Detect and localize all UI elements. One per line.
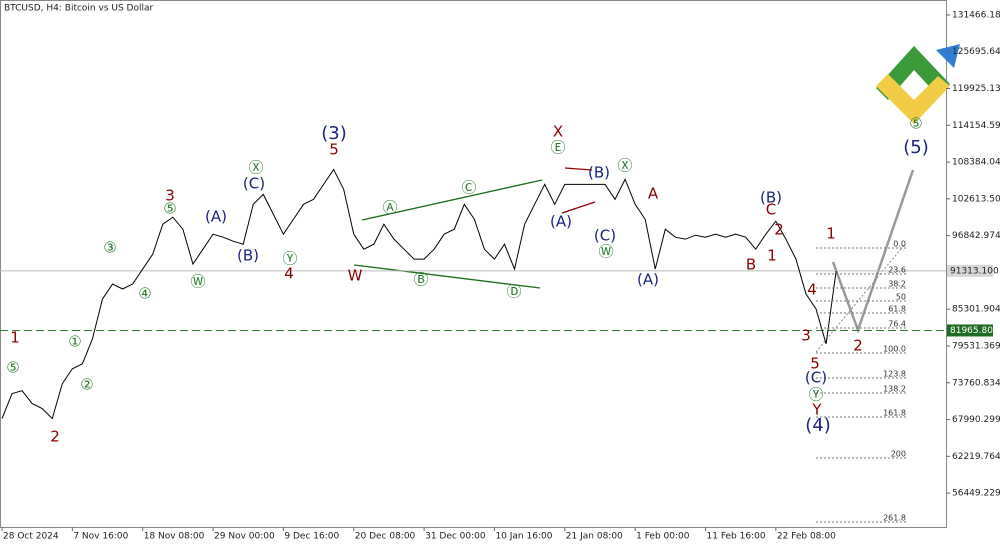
x-tick-label: 20 Dec 08:00 <box>355 532 416 542</box>
y-tick-label: 131466.184 <box>952 10 1000 20</box>
y-tick-label: 114154.59 <box>952 121 1000 131</box>
wave-label: (B) <box>588 164 610 182</box>
fib-label: 0.0 <box>893 240 906 249</box>
wave-label: A <box>648 185 659 203</box>
wave-label: Ⓓ <box>506 283 521 301</box>
fib-label: 50 <box>896 293 906 302</box>
wave-label: Y <box>811 401 822 419</box>
fib-label: 200 <box>891 450 906 459</box>
fib-label: 138.2 <box>883 385 906 394</box>
fib-label: 261.8 <box>883 514 906 523</box>
wave-label: Ⓔ <box>550 139 565 157</box>
wave-label: 1 <box>826 225 836 243</box>
wave-label: 3 <box>165 187 175 205</box>
wave-label: 5 <box>329 141 339 159</box>
x-tick-label: 1 Feb 00:00 <box>636 532 690 542</box>
wave-label: (3) <box>321 123 347 144</box>
y-tick-label: 56449.229 <box>952 489 1000 499</box>
wave-label: (A) <box>205 208 227 226</box>
current-price-label: 91313.100 <box>950 266 999 276</box>
fib-label: 38.2 <box>888 280 906 289</box>
x-tick-label: 11 Feb 16:00 <box>707 532 766 542</box>
wave-label: Ⓧ <box>248 159 263 177</box>
y-tick-label: 96842.974 <box>952 231 1000 241</box>
wave-label: (C) <box>805 369 827 387</box>
y-tick-label: 62219.764 <box>952 452 1000 462</box>
wave-label: (C) <box>594 227 616 245</box>
wave-label: Ⓑ <box>413 271 428 289</box>
wave-label: ④ <box>138 285 151 303</box>
wave-label: ① <box>68 333 81 351</box>
wave-label: ② <box>80 376 93 394</box>
wave-label: Ⓨ <box>282 250 297 268</box>
wave-label: Ⓦ <box>190 273 205 291</box>
wave-label: 2 <box>853 337 863 355</box>
wave-label: (4) <box>805 415 831 436</box>
x-tick-label: 21 Jan 08:00 <box>566 532 623 542</box>
wave-label: (5) <box>903 137 929 158</box>
y-tick-label: 119925.134 <box>952 84 1000 94</box>
y-tick-label: 79531.369 <box>952 341 1000 351</box>
wave-label: Ⓧ <box>617 157 632 175</box>
wave-label: 2 <box>774 221 784 239</box>
price-line <box>1 168 837 420</box>
current-price-box <box>947 264 993 277</box>
wave-label: 5 <box>810 355 820 373</box>
y-tick-label: 125695.649 <box>952 47 1000 57</box>
fib-label: 161.8 <box>883 409 906 418</box>
plot-frame <box>0 0 947 528</box>
y-tick-label: 67990.299 <box>952 415 1000 425</box>
wave-label: Ⓦ <box>598 243 613 261</box>
wave-label: (B) <box>760 189 782 207</box>
x-tick-label: 18 Nov 08:00 <box>144 532 205 542</box>
y-tick-label: 108384.044 <box>952 158 1000 168</box>
wave-label: ③ <box>103 239 116 257</box>
wave-label: 1 <box>10 329 20 347</box>
fib-label: 100.0 <box>883 345 906 354</box>
chart-title: BTCUSD, H4: Bitcoin vs US Dollar <box>4 4 153 14</box>
fib-label: 61.8 <box>888 305 906 314</box>
wave-label: ⑤ <box>909 115 922 133</box>
wave-label: W <box>348 267 363 285</box>
wave-label: (A) <box>637 271 659 289</box>
wave-label: 4 <box>807 281 817 299</box>
fib-trend <box>815 243 906 353</box>
wave-label: 4 <box>284 265 294 283</box>
wave-label: 3 <box>801 327 811 345</box>
x-tick-label: 9 Dec 16:00 <box>284 532 339 542</box>
fib-label: 23.6 <box>888 266 906 275</box>
wave-label: B <box>746 256 756 274</box>
wave-label: Ⓨ <box>808 386 823 404</box>
y-tick-label: 73760.834 <box>952 378 1000 388</box>
wave-label: ⑤ <box>163 200 176 218</box>
wave-label: C <box>766 201 776 219</box>
y-tick-label: 85301.904 <box>952 305 1000 315</box>
wave-label: X <box>553 123 563 141</box>
wave-label: 1 <box>767 247 777 265</box>
wave-label: 2 <box>50 428 60 446</box>
y-tick-label: 102613.509 <box>952 194 1000 204</box>
fib-label: 123.8 <box>883 370 906 379</box>
wave-label: Ⓒ <box>461 179 476 197</box>
x-tick-label: 7 Nov 16:00 <box>73 532 128 542</box>
x-tick-label: 28 Oct 2024 <box>3 532 59 542</box>
trend-lines <box>353 167 596 289</box>
x-tick-label: 29 Nov 00:00 <box>214 532 275 542</box>
wave-label: (B) <box>237 247 259 265</box>
wave-label: (A) <box>550 213 572 231</box>
wave-label: ⑤ <box>6 359 19 377</box>
support-box <box>947 324 993 337</box>
x-tick-label: 10 Jan 16:00 <box>495 532 552 542</box>
x-tick-label: 22 Feb 08:00 <box>777 532 836 542</box>
wave-label: Ⓐ <box>382 199 397 217</box>
logo <box>876 44 960 124</box>
wave-label: (C) <box>243 175 265 193</box>
x-tick-label: 31 Dec 00:00 <box>425 532 486 542</box>
support-label: 81965.804 <box>950 326 999 336</box>
fib-label: 76.4 <box>888 320 906 329</box>
